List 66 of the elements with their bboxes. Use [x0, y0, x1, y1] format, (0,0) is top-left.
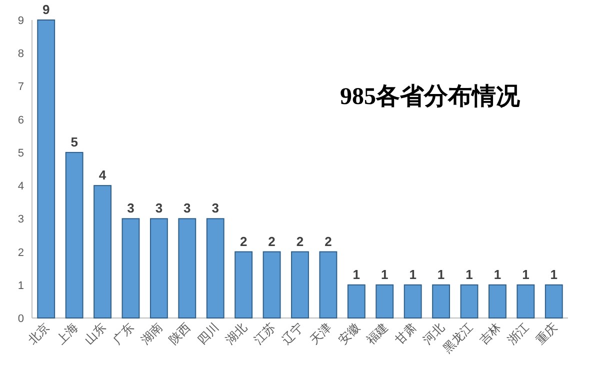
bar: [150, 218, 168, 318]
y-tick-label: 5: [18, 147, 24, 160]
x-tick-label: 安徽: [336, 320, 363, 348]
data-label: 2: [324, 234, 332, 249]
data-label: 1: [409, 266, 416, 282]
bar: [460, 284, 478, 318]
y-tick-label: 4: [18, 180, 24, 193]
x-tick-label: 天津: [307, 320, 334, 348]
x-tick-label: 辽宁: [279, 320, 306, 348]
data-label: 1: [381, 266, 388, 282]
data-label: 2: [240, 234, 248, 249]
x-tick-label: 山东: [82, 320, 109, 348]
bar: [65, 152, 84, 318]
x-tick-label: 湖南: [138, 320, 166, 348]
bar: [94, 185, 112, 318]
bar: [516, 284, 535, 318]
x-tick-label: 福建: [364, 320, 391, 348]
bar: [488, 284, 506, 318]
data-label: 5: [70, 134, 78, 150]
bar: [347, 284, 366, 318]
data-label: 2: [296, 234, 304, 249]
data-label: 1: [437, 266, 445, 282]
bar: [404, 284, 422, 318]
x-tick-label: 江苏: [251, 320, 278, 348]
data-label: 3: [155, 200, 163, 216]
bar: [206, 218, 224, 318]
data-label: 1: [466, 266, 473, 282]
bar: [376, 284, 394, 318]
x-tick-label: 广东: [110, 320, 137, 348]
y-tick-label: 1: [18, 280, 24, 292]
x-tick-label: 重庆: [533, 320, 560, 348]
y-tick-label: 7: [18, 81, 24, 94]
data-label: 4: [98, 168, 107, 183]
x-tick-label: 浙江: [504, 320, 532, 348]
x-tick-label: 吉林: [476, 320, 504, 348]
bar: [262, 251, 281, 318]
bar: [432, 284, 450, 318]
y-tick-label: 2: [18, 246, 24, 259]
y-tick-label: 0: [18, 313, 24, 325]
x-tick-label: 甘肃: [392, 320, 419, 348]
x-tick-label: 四川: [194, 320, 222, 348]
data-label: 1: [352, 266, 360, 282]
bar: [319, 251, 338, 318]
data-label: 3: [127, 200, 134, 216]
data-label: 3: [184, 200, 191, 216]
y-tick-label: 8: [18, 48, 24, 60]
y-tick-label: 6: [18, 114, 24, 126]
data-label: 9: [42, 2, 50, 17]
data-label: 1: [550, 266, 558, 282]
bar: [291, 251, 309, 318]
data-label: 1: [494, 266, 502, 282]
x-tick-label: 北京: [25, 320, 52, 348]
x-tick-label: 湖北: [222, 320, 250, 348]
text: 985各省分布情况: [340, 83, 521, 110]
x-tick-label: 上海: [54, 320, 80, 348]
y-tick-label: 3: [18, 214, 24, 226]
data-label: 1: [522, 266, 530, 282]
bar: [37, 20, 56, 318]
data-label: 3: [212, 200, 219, 216]
bar: [234, 251, 253, 318]
bar: [544, 284, 563, 318]
data-label: 2: [268, 234, 276, 249]
bar: [178, 218, 196, 318]
bar: [122, 218, 140, 318]
x-tick-label: 陕西: [166, 320, 194, 348]
y-tick-label: 9: [18, 15, 24, 27]
